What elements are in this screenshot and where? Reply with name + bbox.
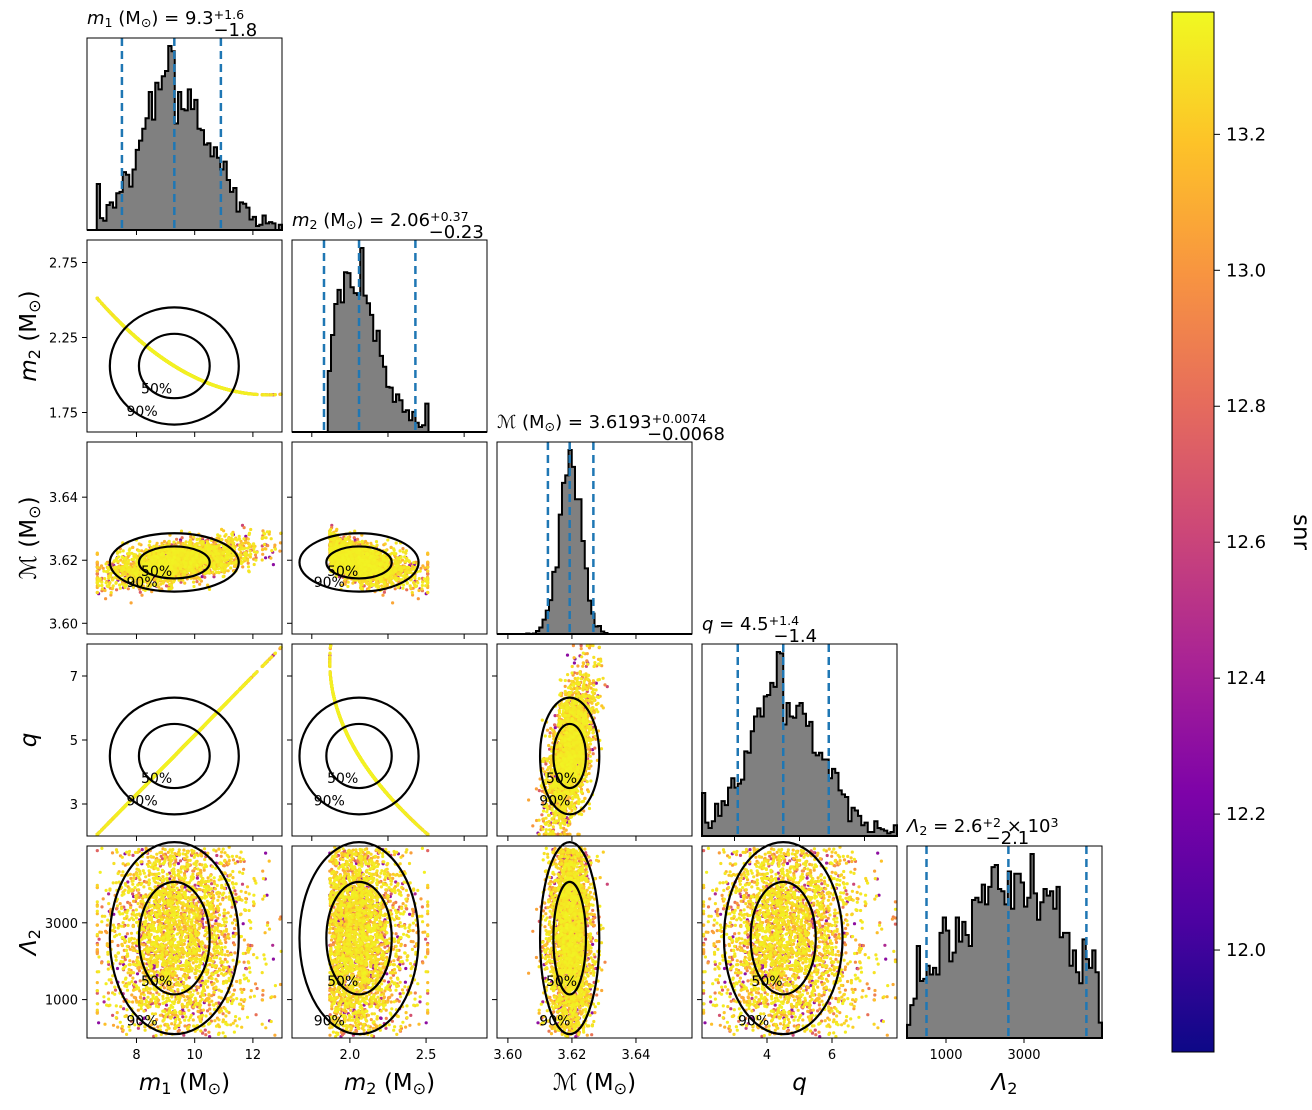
y-axis-label-mc: ℳ (M⊙) [16,496,44,579]
title-m2: m2 (M⊙) = 2.06+0.37−0.23 [292,209,484,243]
panel-lambda2-vs-m2: 50% 90% 2.0 2.5 [287,842,487,1063]
y-tick-label-m2: 1.75 [49,407,78,422]
x-axis-label-lambda2: Λ2 [990,1070,1018,1098]
contour-label: 50% [546,771,577,787]
panel-mc-vs-m2: 50%90% [287,442,487,639]
panel-q-vs-mc: 50%90% [492,644,692,841]
y-tick-label-mc: 3.62 [49,554,78,569]
panel-lambda2-vs-lambda2: Λ2 = 2.6+2 × 103−2.1 1000 3000 [905,815,1102,1063]
panel-lambda2-vs-mc: 50% 90% 3.60 3.62 3.64 [492,842,692,1063]
y-axis-label-q: q [16,733,42,748]
scatter-lambda2-vs-m2 [328,846,429,1039]
colorbar-tick-label: 12.0 [1226,940,1266,961]
x-tick-label-q: 6 [828,1048,836,1063]
contour-label: 90% [127,404,158,420]
contour-label: 90% [738,1013,769,1029]
x-tick-label-m1: 12 [245,1048,262,1063]
y-tick-label-q: 7 [70,670,78,685]
contour-label: 90% [539,794,570,810]
title-lambda2: Λ2 = 2.6+2 × 103−2.1 [905,815,1059,849]
y-tick-label-mc: 3.60 [49,617,78,632]
histogram-q [702,652,897,836]
scatter-m2-vs-m1 [96,297,283,397]
contour-label: 50% [327,974,358,990]
contour-label: 50% [141,974,172,990]
x-tick-label-mc: 3.60 [493,1048,522,1063]
x-tick-label-lambda2: 3000 [1007,1048,1040,1063]
colorbar-tick-label: 12.8 [1226,396,1266,417]
scatter-lambda2-vs-m1 [96,846,283,1039]
y-tick-label-m2: 2.25 [49,332,78,347]
title-q: q = 4.5+1.4−1.4 [702,613,817,647]
contour-label: 90% [539,1013,570,1029]
colorbar: snr 12.0 12.2 12.4 12.6 12.8 13.0 13.2 [1172,12,1312,1052]
panel-q-vs-m2: 50%90% [287,644,487,841]
histogram-m2 [292,248,487,432]
contour-label: 50% [327,771,358,787]
panel-q-vs-m1: 50% 90% 3 5 7 [70,644,283,841]
colorbar-tick-label: 13.2 [1226,124,1266,145]
panel-m2-vs-m2: m2 (M⊙) = 2.06+0.37−0.23 [292,209,487,437]
panel-mc-vs-mc: ℳ (M⊙) = 3.6193+0.0074−0.0068 [497,411,725,639]
scatter-q-vs-m1 [96,646,283,836]
x-tick-label-q: 4 [763,1048,771,1063]
x-axis-label-mc: ℳ (M⊙) [553,1070,636,1098]
panel-frame [87,442,282,634]
contour-label: 90% [127,1013,158,1029]
y-tick-label-lambda2: 3000 [45,917,78,932]
histogram-mc [497,450,692,634]
contour-label: 50% [546,974,577,990]
contour-label: 90% [314,575,345,591]
corner-plot: m1 (M⊙) = 9.3+1.6−1.850%90%1.752.252.75m… [0,0,1312,1106]
x-tick-label-lambda2: 1000 [929,1048,962,1063]
x-tick-label-m2: 2.0 [340,1048,361,1063]
colorbar-tick-label: 12.6 [1226,532,1266,553]
panel-frame [87,644,282,836]
panel-m1-vs-m1: m1 (M⊙) = 9.3+1.6−1.8 [87,7,282,235]
panel-lambda2-vs-q: 50% 90% 4 6 [697,842,897,1063]
panel-frame [497,846,692,1038]
title-m1: m1 (M⊙) = 9.3+1.6−1.8 [87,7,257,41]
contour-label: 90% [314,794,345,810]
y-axis-label-m2: m2 (M⊙) [16,290,44,381]
x-tick-label-m1: 10 [186,1048,203,1063]
colorbar-tick-label: 12.2 [1226,804,1266,825]
title-mc: ℳ (M⊙) = 3.6193+0.0074−0.0068 [497,411,725,445]
contour-label: 50% [751,974,782,990]
panel-q-vs-q: q = 4.5+1.4−1.4 [702,613,897,841]
y-tick-label-q: 5 [70,734,78,749]
scatter-lambda2-vs-q [702,846,897,1039]
histogram-lambda2 [907,854,1102,1038]
contour-label: 50% [141,771,172,787]
x-tick-label-mc: 3.62 [557,1048,586,1063]
contour-label: 90% [127,794,158,810]
x-tick-label-m2: 2.5 [416,1048,437,1063]
histogram-m1 [87,46,282,230]
x-axis-label-m2: m2 (M⊙) [344,1070,435,1098]
colorbar-label: snr [1288,514,1312,551]
colorbar-tick-label: 12.4 [1226,668,1266,689]
panel-mc-vs-m1: 50%90%3.603.623.64 [49,442,283,639]
contour-label: 50% [141,381,172,397]
y-axis-label-lambda2: Λ2 [16,929,44,957]
x-axis-label-q: q [792,1070,807,1096]
panel-m2-vs-m1: 50% 90% 1.75 2.25 2.75 [49,240,283,437]
y-tick-label-m2: 2.75 [49,257,78,272]
panel-lambda2-vs-m1: 50% 90% 8 10 12 1000 3000 [45,842,283,1063]
contour-label: 90% [314,1013,345,1029]
contour-label: 90% [127,575,158,591]
x-tick-label-mc: 3.64 [621,1048,650,1063]
y-tick-label-lambda2: 1000 [45,994,78,1009]
colorbar-tick-label: 13.0 [1226,260,1266,281]
x-tick-label-m1: 8 [132,1048,140,1063]
y-tick-label-mc: 3.64 [49,491,78,506]
y-tick-label-q: 3 [70,798,78,813]
colorbar-gradient [1172,12,1214,1052]
panels-layer: m1 (M⊙) = 9.3+1.6−1.850%90%1.752.252.75m… [16,7,1102,1098]
scatter-mc-vs-m1 [96,524,283,605]
x-axis-label-m1: m1 (M⊙) [139,1070,230,1098]
